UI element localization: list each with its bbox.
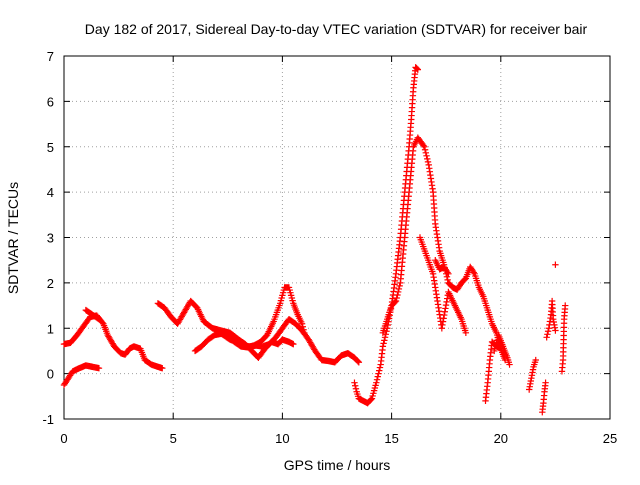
data-point bbox=[373, 379, 380, 386]
data-point bbox=[542, 379, 549, 386]
y-tick-label: 2 bbox=[47, 276, 54, 291]
data-point bbox=[470, 269, 477, 276]
data-point bbox=[367, 396, 375, 403]
y-tick-label: 1 bbox=[47, 321, 54, 336]
data-point bbox=[414, 66, 422, 73]
y-tick-label: 6 bbox=[47, 94, 54, 109]
data-point bbox=[290, 340, 297, 348]
data-point bbox=[373, 376, 381, 383]
axis-ticks bbox=[63, 55, 611, 420]
data-point bbox=[462, 329, 470, 336]
data-point bbox=[352, 385, 360, 392]
x-axis-label: GPS time / hours bbox=[284, 457, 391, 473]
data-point bbox=[424, 158, 432, 166]
data-point bbox=[543, 334, 550, 341]
data-point bbox=[444, 269, 451, 276]
data-point bbox=[413, 64, 420, 72]
data-point bbox=[562, 302, 569, 309]
data-point bbox=[159, 364, 166, 372]
y-tick-label: 7 bbox=[47, 49, 54, 64]
data-point bbox=[394, 291, 401, 299]
chart-title: Day 182 of 2017, Sidereal Day-to-day VTE… bbox=[85, 21, 588, 37]
y-tick-label: 0 bbox=[47, 367, 54, 382]
data-point bbox=[351, 379, 358, 386]
x-tick-label: 5 bbox=[170, 431, 177, 446]
data-point bbox=[423, 152, 430, 160]
data-point bbox=[506, 361, 513, 368]
data-point bbox=[379, 343, 387, 350]
data-point bbox=[394, 288, 402, 296]
data-point bbox=[352, 382, 359, 389]
data-point bbox=[444, 276, 451, 284]
data-point bbox=[391, 298, 399, 306]
x-tick-label: 10 bbox=[275, 431, 289, 446]
data-point bbox=[95, 315, 103, 323]
data-point bbox=[532, 356, 539, 364]
data-point bbox=[424, 155, 431, 163]
x-tick-label: 15 bbox=[384, 431, 398, 446]
x-tick-label: 0 bbox=[60, 431, 67, 446]
data-point bbox=[396, 282, 403, 290]
data-point bbox=[380, 340, 387, 347]
data-point bbox=[382, 331, 389, 338]
y-tick-label: 4 bbox=[47, 185, 54, 200]
x-tick-label: 25 bbox=[603, 431, 617, 446]
y-tick-label: -1 bbox=[42, 412, 54, 427]
data-point bbox=[395, 285, 403, 293]
data-point bbox=[552, 327, 559, 334]
y-axis-label: SDTVAR / TECUs bbox=[5, 182, 21, 294]
y-tick-label: 5 bbox=[47, 140, 54, 155]
data-point bbox=[421, 143, 428, 150]
data-point bbox=[298, 320, 306, 327]
y-tick-label: 3 bbox=[47, 231, 54, 246]
data-point bbox=[376, 367, 383, 374]
data-point bbox=[381, 337, 388, 344]
data-point bbox=[376, 364, 384, 371]
y-tick-labels: -1 0 1 2 3 4 5 6 7 bbox=[42, 49, 54, 427]
grid-lines bbox=[64, 56, 610, 419]
data-point bbox=[413, 65, 421, 73]
data-point bbox=[422, 149, 430, 156]
data-point bbox=[544, 331, 551, 338]
x-tick-label: 20 bbox=[494, 431, 508, 446]
data-point bbox=[375, 370, 382, 377]
data-point bbox=[374, 373, 381, 380]
data-point bbox=[544, 328, 552, 335]
data-point bbox=[381, 334, 389, 341]
data-point bbox=[420, 142, 427, 149]
data-point bbox=[445, 270, 452, 277]
data-point bbox=[94, 315, 102, 322]
data-point bbox=[354, 358, 362, 365]
data-marks bbox=[60, 64, 569, 416]
data-point bbox=[392, 297, 400, 305]
data-point bbox=[355, 359, 363, 366]
data-point bbox=[421, 146, 429, 153]
data-point bbox=[393, 294, 400, 302]
data-point bbox=[552, 261, 559, 268]
data-point bbox=[95, 364, 103, 372]
x-tick-labels: 0 5 10 15 20 25 bbox=[60, 431, 617, 446]
